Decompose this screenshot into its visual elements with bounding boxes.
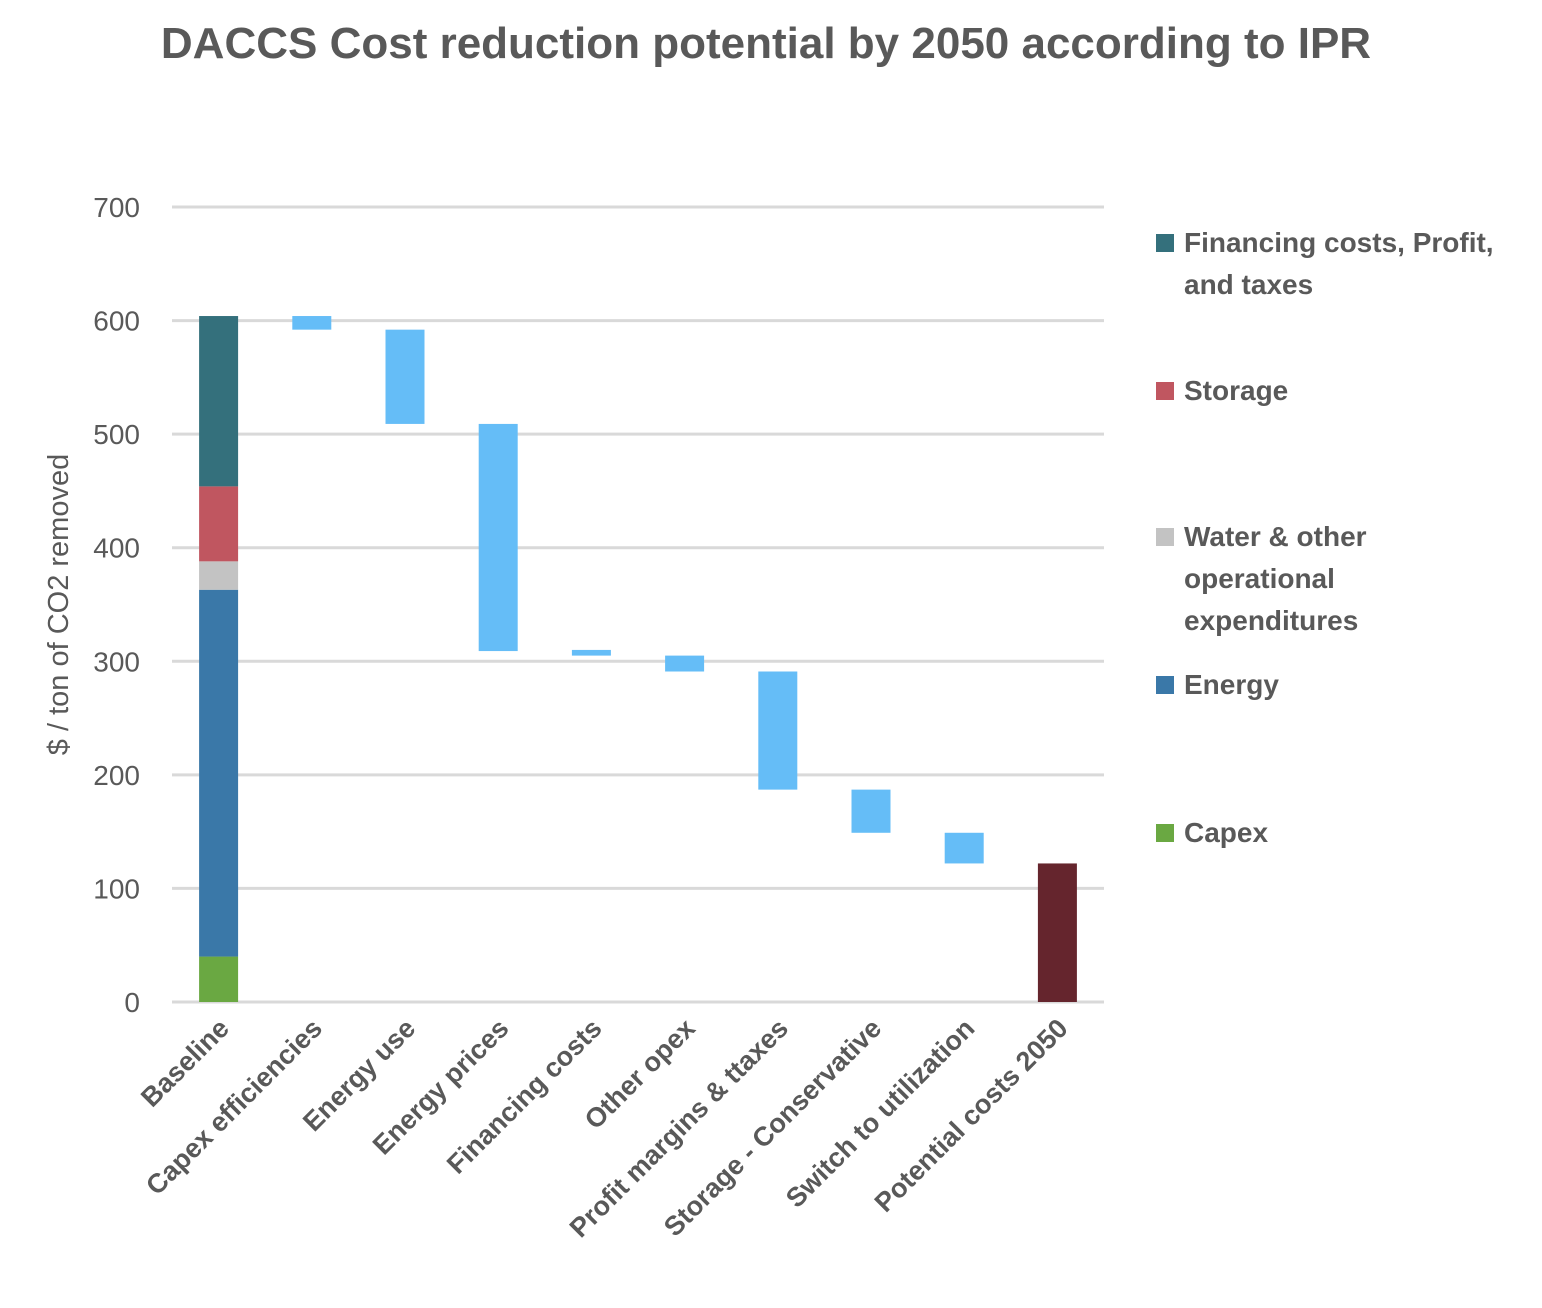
bar-baseline-storage bbox=[199, 486, 239, 562]
y-tick-label: 300 bbox=[93, 646, 140, 677]
bar-baseline-water-other-operational-expenditures bbox=[199, 561, 239, 590]
legend-label: Financing costs, Profit, and taxes bbox=[1184, 227, 1494, 300]
bar-step bbox=[292, 316, 332, 330]
legend-swatch bbox=[1156, 528, 1174, 546]
bar-step bbox=[571, 649, 611, 656]
bar-baseline-capex bbox=[199, 956, 239, 1002]
bar-baseline-financing-costs-profit-and-taxes bbox=[199, 316, 239, 487]
x-tick-label: Financing costs bbox=[441, 1013, 608, 1180]
bar-baseline-energy bbox=[199, 589, 239, 957]
legend-item: Financing costs, Profit, and taxes bbox=[1156, 222, 1514, 306]
legend-label: Energy bbox=[1184, 669, 1279, 700]
chart-title: DACCS Cost reduction potential by 2050 a… bbox=[160, 19, 1372, 68]
legend-item: Capex bbox=[1156, 812, 1524, 854]
bar-step bbox=[478, 423, 518, 652]
bar-step bbox=[385, 329, 425, 424]
y-tick-label: 600 bbox=[93, 306, 140, 337]
x-tick-label: Switch to utilization bbox=[780, 1013, 980, 1213]
x-tick-label: Capex efficiencies bbox=[140, 1013, 328, 1201]
legend-label: Water & other operational expenditures bbox=[1184, 521, 1367, 636]
bar-step bbox=[944, 832, 984, 864]
legend-swatch bbox=[1156, 676, 1174, 694]
y-tick-label: 0 bbox=[124, 987, 140, 1018]
legend-swatch bbox=[1156, 824, 1174, 842]
bar-step bbox=[851, 789, 891, 833]
y-tick-label: 100 bbox=[93, 873, 140, 904]
bar-step bbox=[665, 655, 705, 672]
legend-swatch bbox=[1156, 382, 1174, 400]
bar-step bbox=[758, 671, 798, 790]
legend-label: Storage bbox=[1184, 375, 1289, 406]
legend-label: Capex bbox=[1184, 817, 1269, 848]
legend-item: Storage bbox=[1156, 370, 1524, 412]
bar-final bbox=[1037, 863, 1077, 1002]
y-tick-label: 500 bbox=[93, 419, 140, 450]
y-tick-label: 700 bbox=[93, 192, 140, 223]
legend-item: Energy bbox=[1156, 664, 1524, 706]
x-tick-label: Potential costs 2050 bbox=[869, 1013, 1074, 1218]
y-tick-label: 400 bbox=[93, 533, 140, 564]
y-tick-label: 200 bbox=[93, 760, 140, 791]
legend-item: Water & other operational expenditures bbox=[1156, 516, 1404, 642]
legend-swatch bbox=[1156, 234, 1174, 252]
y-axis-label: $ / ton of CO2 removed bbox=[43, 454, 75, 755]
x-tick-label: Baseline bbox=[135, 1013, 235, 1113]
